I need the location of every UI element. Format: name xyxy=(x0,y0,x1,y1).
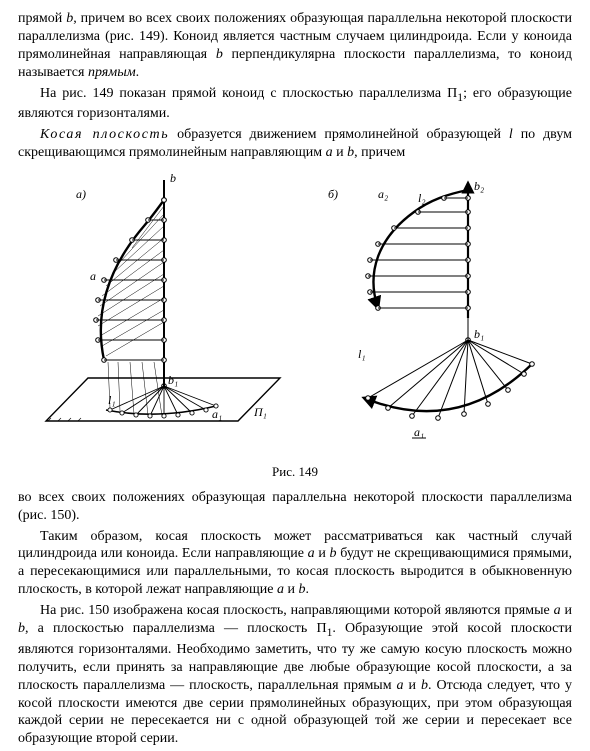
svg-text:l₁: l₁ xyxy=(358,347,366,361)
figure-149-panel-a: а) П₁ b₁ a₁ l₁ xyxy=(46,171,280,421)
panel-a-label: а) xyxy=(76,187,86,201)
para-5: Таким образом, косая плоскость может рас… xyxy=(18,528,572,600)
para-2: На рис. 149 показан прямой коноид с плос… xyxy=(18,85,572,124)
figure-149-caption: Рис. 149 xyxy=(18,464,572,481)
svg-text:b₂: b₂ xyxy=(474,179,484,193)
pi1-label: П₁ xyxy=(253,405,267,419)
para-3: Косая плоскость образуется движением пря… xyxy=(18,126,572,162)
para-6: На рис. 150 изображена косая плоскость, … xyxy=(18,602,572,748)
para-1: прямой b, причем во всех своих положения… xyxy=(18,10,572,82)
svg-text:a₁: a₁ xyxy=(414,425,424,439)
svg-text:b₁: b₁ xyxy=(168,373,178,387)
svg-text:l₂: l₂ xyxy=(418,191,426,205)
svg-text:a: a xyxy=(90,269,96,283)
para-4: во всех своих положениях образующая пара… xyxy=(18,489,572,525)
svg-text:a₁: a₁ xyxy=(212,407,222,421)
svg-text:l₁: l₁ xyxy=(108,393,116,407)
svg-text:a₂: a₂ xyxy=(378,187,388,201)
panel-b-label: б) xyxy=(328,187,338,201)
figure-149: а) П₁ b₁ a₁ l₁ xyxy=(18,168,572,458)
svg-text:b₁: b₁ xyxy=(474,327,484,341)
figure-149-panel-b: б) b₂ a₂ l₂ xyxy=(328,179,534,439)
svg-text:b: b xyxy=(170,171,176,185)
